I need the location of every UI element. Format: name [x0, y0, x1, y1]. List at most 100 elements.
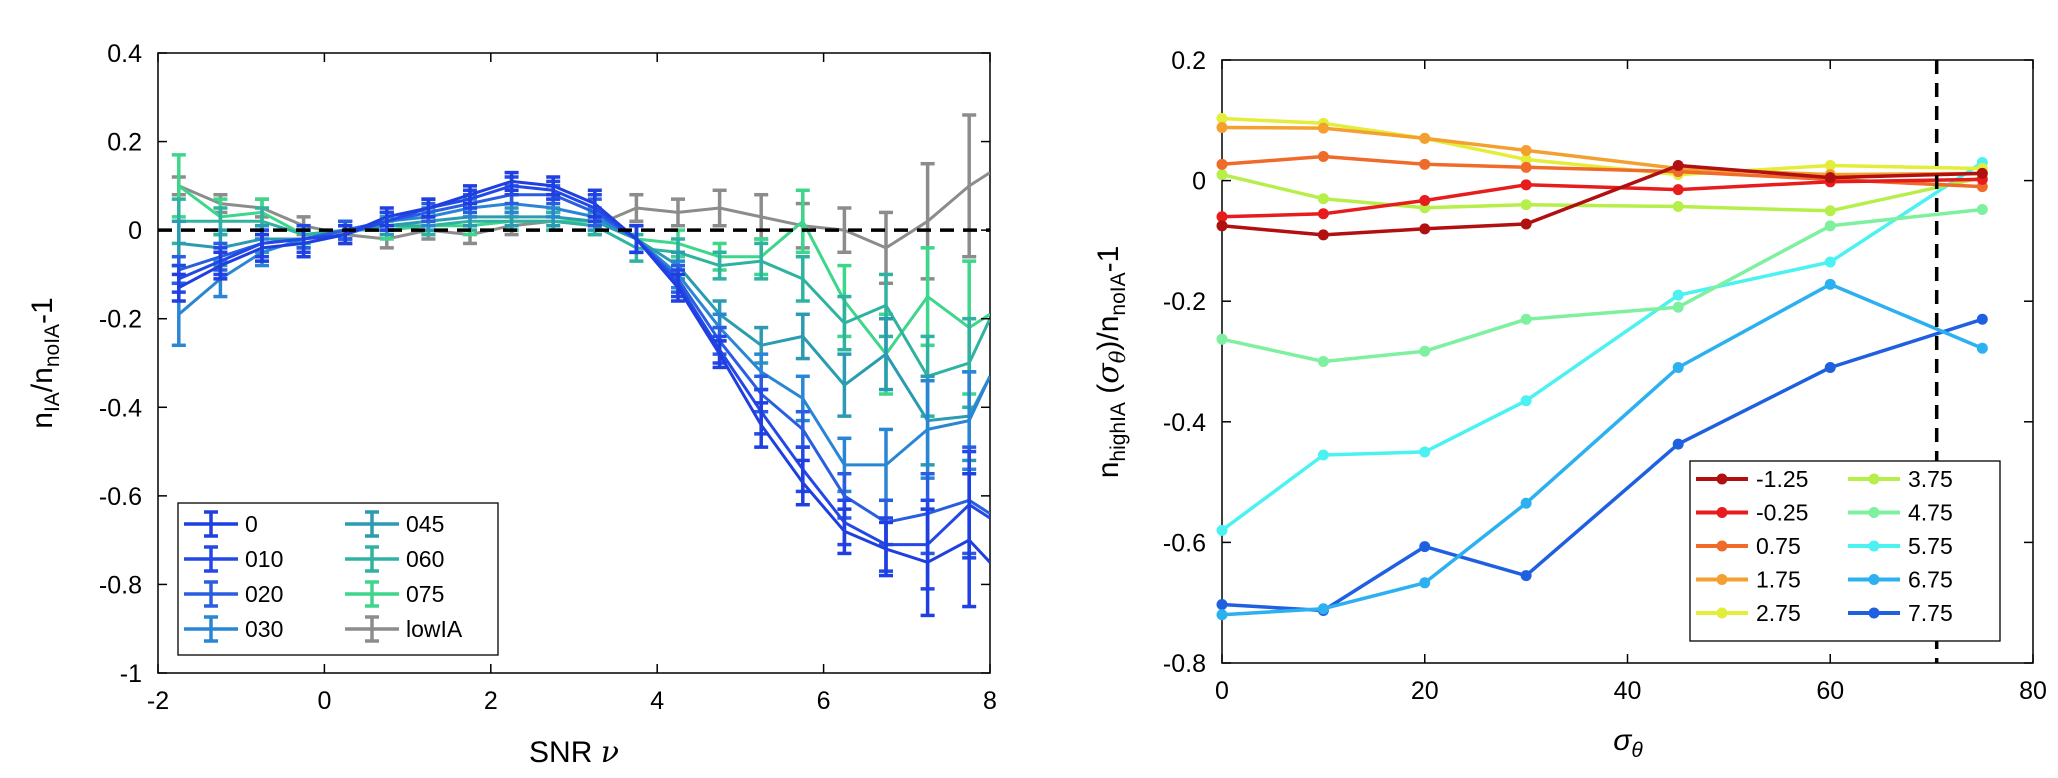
error-bar [837, 206, 852, 255]
data-point [1672, 160, 1684, 172]
left-y-tick-label: -0.6 [99, 483, 142, 511]
right-legend-item: -1.25 [1696, 466, 1808, 492]
right-legend-item: 4.75 [1848, 500, 1953, 526]
data-point [1672, 438, 1684, 450]
left-y-ticks: 0.4 0.2 0 -0.2 -0.4 -0.6 -0.8 -1 [99, 40, 990, 688]
right-legend-item: 0.75 [1696, 533, 1801, 559]
right-x-tick-label: 80 [2019, 677, 2047, 705]
left-x-tick-label: 6 [817, 687, 831, 715]
right-legend-item: 3.75 [1848, 466, 1953, 492]
left-plot-area [158, 113, 990, 618]
data-point [1317, 356, 1329, 367]
left-y-tick-label: -0.4 [99, 394, 142, 422]
data-point [1824, 220, 1836, 232]
left-legend-item: 020 [184, 580, 283, 608]
left-chart: 0.40.20-0.2-0.4-0.6-0.8-1 -2 0 2 4 6 8 SNR ν … [26, 40, 997, 770]
data-point [1824, 205, 1836, 217]
error-bar [837, 352, 852, 418]
right-x-tick-label: 40 [1614, 677, 1642, 705]
error-bar [379, 206, 394, 228]
right-legend-label: 4.75 [1908, 500, 1953, 526]
left-legend-item: lowIA [345, 615, 463, 643]
data-point [1520, 199, 1532, 211]
left-legend-item: 0 [184, 510, 258, 538]
data-point [1672, 201, 1684, 213]
data-point [1419, 132, 1431, 144]
error-bar [587, 188, 602, 219]
left-legend: 0 010 020 030 045 060 075 lowIA [177, 502, 499, 656]
data-point [1824, 160, 1836, 172]
data-point [1824, 172, 1836, 184]
data-point [1520, 218, 1532, 230]
right-y-tick-label: -0.6 [1163, 529, 1206, 557]
right-legend-label: -1.25 [1756, 466, 1808, 492]
left-x-axis-label: SNR ν [529, 735, 619, 770]
left-y-tick-label: -0.2 [99, 306, 142, 334]
data-point [1520, 144, 1532, 156]
right-y-tick-label: -0.8 [1163, 650, 1206, 678]
left-legend-label: 010 [245, 546, 283, 572]
left-x-tick-label: 0 [317, 687, 331, 715]
data-point [1672, 362, 1684, 374]
left-legend-item: 060 [345, 545, 444, 573]
left-x-tick-label: 4 [650, 687, 664, 715]
data-point [1216, 599, 1228, 611]
error-bar [213, 250, 228, 281]
right-legend: -1.25 -0.25 0.75 1.75 2.75 3.75 4.75 5.75 6.75 7.… [1689, 460, 2001, 642]
data-point [1672, 301, 1684, 313]
data-point [1317, 603, 1329, 615]
right-x-tick-label: 60 [1816, 677, 1844, 705]
data-point [1419, 446, 1431, 458]
right-x-ticks: 0 20 40 60 80 [1215, 60, 2047, 705]
data-point [1216, 122, 1228, 134]
data-point [1419, 194, 1431, 206]
data-point [1216, 112, 1228, 124]
data-point [1520, 313, 1532, 325]
data-point [1824, 362, 1836, 374]
error-bar [712, 188, 727, 228]
right-legend-item: 6.75 [1848, 567, 1953, 593]
right-legend-label: 3.75 [1908, 466, 1953, 492]
left-legend-item: 010 [184, 545, 283, 573]
data-point [1419, 577, 1431, 589]
right-y-tick-label: 0 [1192, 168, 1206, 196]
left-legend-item: 075 [345, 580, 444, 608]
data-point [1520, 161, 1532, 173]
error-bar [629, 223, 644, 255]
data-point [1520, 497, 1532, 509]
data-point [1317, 229, 1329, 241]
left-legend-label: 030 [245, 616, 283, 642]
error-bar [795, 458, 810, 507]
data-point [1672, 289, 1684, 301]
right-legend-label: 1.75 [1756, 567, 1801, 593]
error-bar [795, 254, 810, 303]
left-legend-label: 075 [406, 581, 444, 607]
data-point [1317, 122, 1329, 134]
right-legend-label: 5.75 [1908, 533, 1953, 559]
left-x-ticks: -2 0 2 4 6 8 [147, 53, 997, 715]
data-point [1216, 220, 1228, 232]
right-chart: 0.2 0 -0.2 -0.4 -0.6 -0.8 0 20 40 60 80 σθ nhighI… [1091, 47, 2047, 762]
left-series-group [158, 113, 990, 618]
data-point [1216, 158, 1228, 170]
right-legend-item: 1.75 [1696, 567, 1801, 593]
error-bar [920, 507, 935, 618]
error-bar [754, 241, 769, 281]
left-legend-label: 045 [406, 511, 444, 537]
data-point [1976, 167, 1988, 179]
left-y-tick-label: 0.4 [107, 40, 142, 68]
right-legend-label: 2.75 [1756, 600, 1801, 626]
left-y-tick-label: 0 [128, 217, 142, 245]
right-legend-item: 2.75 [1696, 600, 1801, 626]
right-legend-label: 6.75 [1908, 567, 1953, 593]
data-point [1419, 158, 1431, 170]
left-y-tick-label: -1 [120, 660, 142, 688]
data-point [1976, 204, 1988, 216]
data-point [1520, 570, 1532, 582]
data-point [1419, 541, 1431, 553]
data-point [1672, 184, 1684, 196]
right-legend-item: -0.25 [1696, 500, 1808, 526]
error-bar [671, 272, 685, 303]
right-legend-label: -0.25 [1756, 500, 1808, 526]
